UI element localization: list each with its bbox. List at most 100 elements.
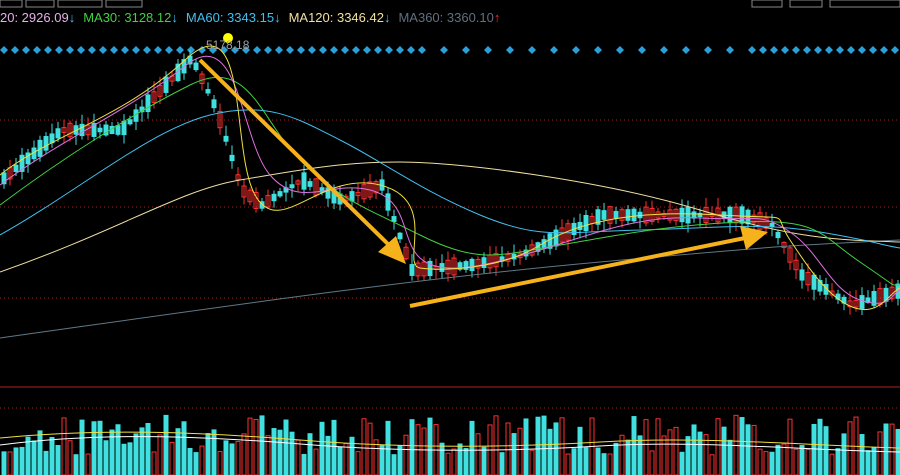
candle-body: [247, 189, 253, 203]
signal-diamond: [638, 46, 646, 54]
tab[interactable]: [25, 0, 55, 8]
candle-body: [691, 211, 697, 219]
legend-arrow: ↓: [383, 10, 391, 25]
volume-bar: [229, 443, 235, 475]
candle-body: [13, 164, 19, 172]
signal-diamond: [407, 46, 415, 54]
volume-bar: [409, 419, 415, 475]
volume-bar: [727, 439, 733, 475]
volume-bar: [457, 443, 463, 475]
signal-diamond: [110, 46, 118, 54]
volume-bar: [745, 424, 751, 475]
signal-diamond: [297, 46, 305, 54]
legend-arrow: ↓: [171, 10, 178, 25]
arrow-head: [378, 236, 406, 264]
signal-diamond: [462, 46, 470, 54]
volume-bar: [463, 448, 469, 475]
tab[interactable]: [105, 0, 143, 8]
signal-diamond: [352, 46, 360, 54]
volume-bar: [289, 431, 295, 475]
candle-body: [193, 62, 199, 71]
volume-bar: [475, 433, 481, 475]
signal-diamond: [880, 46, 888, 54]
candle-body: [475, 258, 481, 269]
volume-bar: [535, 416, 541, 475]
volume-bar: [817, 418, 823, 475]
candle-body: [679, 207, 685, 223]
signal-diamond: [308, 46, 316, 54]
candle-body: [79, 123, 85, 137]
candle-body: [775, 231, 781, 239]
volume-bar: [859, 434, 865, 475]
volume-bar: [613, 442, 619, 475]
legend-entry: MA30: 3128.12↓: [83, 10, 178, 30]
volume-bar: [205, 433, 211, 475]
volume-bar: [571, 448, 577, 475]
candle-body: [445, 259, 451, 275]
candle-body: [463, 261, 469, 270]
candle-body: [229, 154, 235, 162]
candle-body: [49, 133, 55, 144]
volume-bar: [637, 435, 643, 475]
volume-bar: [703, 434, 709, 475]
volume-bar: [811, 423, 817, 475]
signal-diamond: [803, 46, 811, 54]
candle-body: [397, 232, 403, 240]
tab[interactable]: [0, 0, 23, 8]
volume-bar: [397, 445, 403, 475]
volume-bar: [445, 452, 451, 475]
volume-bar: [331, 419, 337, 475]
candle-body: [151, 91, 157, 103]
signal-diamond: [0, 46, 8, 54]
signal-diamond: [484, 46, 492, 54]
candle-body: [307, 181, 313, 187]
candle-body: [91, 123, 97, 137]
volume-bar: [187, 447, 193, 475]
candle-body: [481, 257, 487, 268]
candle-body: [745, 209, 751, 225]
legend-arrow: ↑: [493, 10, 501, 25]
candle-body: [97, 127, 103, 133]
candle-body: [295, 180, 301, 185]
signal-diamond: [825, 46, 833, 54]
volume-bar: [193, 452, 199, 475]
ma120-line: [0, 161, 900, 273]
signal-diamond: [88, 46, 96, 54]
signal-diamond: [704, 46, 712, 54]
volume-bar: [805, 449, 811, 475]
candle-body: [43, 136, 49, 151]
candle-body: [451, 257, 457, 276]
volume-bar: [661, 435, 667, 475]
candle-body: [871, 291, 877, 306]
signal-diamond: [759, 46, 767, 54]
candle-body: [493, 253, 499, 268]
volume-bar: [367, 422, 373, 475]
volume-bar: [577, 426, 583, 475]
volume-bar: [631, 416, 637, 475]
volume-bar: [439, 442, 445, 475]
candle-body: [787, 247, 793, 263]
volume-ma: [0, 436, 900, 453]
candle-body: [265, 194, 271, 208]
button[interactable]: [829, 0, 900, 8]
candle-body: [541, 239, 547, 249]
volume-bar: [769, 451, 775, 475]
volume-bar: [169, 441, 175, 475]
candle-body: [241, 185, 247, 198]
candle-body: [163, 76, 169, 93]
volume-bar: [379, 444, 385, 475]
ma10-line: [0, 45, 900, 311]
candle-body: [235, 174, 241, 181]
signal-diamond: [550, 46, 558, 54]
button[interactable]: [789, 0, 823, 8]
tab[interactable]: [57, 0, 103, 8]
volume-bar: [547, 428, 553, 475]
volume-bar: [835, 448, 841, 475]
volume-bar: [481, 446, 487, 475]
signal-diamond: [198, 46, 206, 54]
button[interactable]: [751, 0, 783, 8]
grid: [0, 119, 900, 409]
volume-bar: [583, 447, 589, 475]
signal-diamond: [209, 46, 217, 54]
volume-bar: [7, 451, 13, 475]
